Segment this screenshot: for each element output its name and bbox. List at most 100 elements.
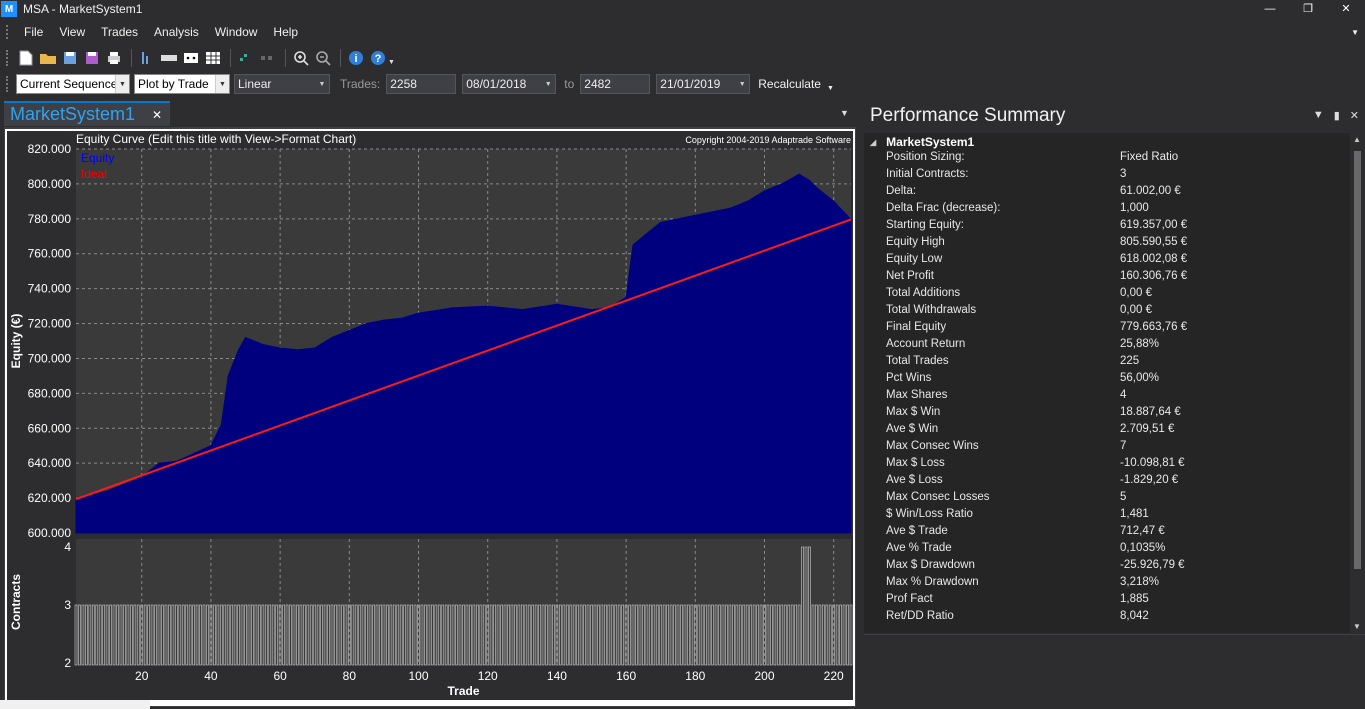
- summary-tree[interactable]: ◢ MarketSystem1 Position Sizing: Fixed Ra…: [864, 133, 1350, 633]
- summary-row[interactable]: Max % Drawdown 3,218%: [886, 576, 1346, 593]
- contracts-bar: [85, 604, 88, 666]
- summary-row[interactable]: Ret/DD Ratio 8,042: [886, 610, 1346, 627]
- vertical-scrollbar[interactable]: ▲ ▼: [1350, 133, 1365, 633]
- summary-row[interactable]: $ Win/Loss Ratio 1,481: [886, 508, 1346, 525]
- lower-y-tick-label: 2: [64, 656, 71, 670]
- summary-row[interactable]: Ave $ Trade 712,47 €: [886, 525, 1346, 542]
- contracts-bar: [123, 604, 126, 666]
- summary-row[interactable]: Total Trades 225: [886, 355, 1346, 372]
- x-tick-label: 80: [343, 669, 357, 683]
- close-icon[interactable]: ✕: [1341, 3, 1351, 15]
- menu-help[interactable]: Help: [273, 25, 299, 39]
- toolbar-overflow-icon[interactable]: ▼: [388, 58, 395, 66]
- summary-row[interactable]: Prof Fact 1,885: [886, 593, 1346, 610]
- save-all-icon[interactable]: [82, 48, 102, 68]
- print-icon[interactable]: [104, 48, 124, 68]
- zoom-out-icon[interactable]: [313, 48, 333, 68]
- tab-list-dropdown-icon[interactable]: ▼: [840, 108, 849, 118]
- summary-row[interactable]: Max $ Loss -10.098,81 €: [886, 457, 1346, 474]
- restore-icon[interactable]: ❐: [1303, 3, 1313, 15]
- scale-select[interactable]: Linear ▼: [234, 74, 330, 94]
- contracts-bar: [264, 604, 268, 666]
- summary-row-label: Equity High: [886, 236, 945, 248]
- summary-row[interactable]: Position Sizing: Fixed Ratio: [886, 151, 1346, 168]
- minimize-icon[interactable]: —: [1264, 3, 1276, 15]
- toolbar-overflow-icon[interactable]: ▼: [826, 84, 834, 92]
- contracts-bar: [143, 604, 147, 666]
- contracts-bar: [285, 604, 289, 666]
- ruler-icon[interactable]: [159, 48, 179, 68]
- scroll-up-icon[interactable]: ▲: [1353, 135, 1361, 144]
- help-icon[interactable]: ?: [368, 48, 388, 68]
- tree-root[interactable]: ◢ MarketSystem1: [870, 135, 974, 149]
- menu-window[interactable]: Window: [214, 25, 258, 39]
- contracts-bar: [475, 604, 479, 666]
- date-to-picker[interactable]: 21/01/2019 ▼: [656, 74, 751, 94]
- scrollbar-thumb[interactable]: [1354, 151, 1361, 569]
- plot-by-select[interactable]: Plot by Trade ▼: [134, 74, 230, 94]
- summary-row[interactable]: Net Profit 160.306,76 €: [886, 270, 1346, 287]
- contracts-bar: [790, 604, 794, 666]
- contracts-bar: [389, 604, 393, 666]
- summary-row[interactable]: Ave $ Loss -1.829,20 €: [886, 474, 1346, 491]
- summary-row[interactable]: Account Return 25,88%: [886, 338, 1346, 355]
- menu-overflow-icon[interactable]: ▼: [1351, 27, 1359, 37]
- tab-marketsystem1[interactable]: MarketSystem1 ✕: [4, 101, 170, 126]
- panel-menu-icon[interactable]: ▼: [1312, 109, 1324, 121]
- panel-close-icon[interactable]: ✕: [1349, 110, 1359, 122]
- summary-row[interactable]: Max Consec Wins 7: [886, 440, 1346, 457]
- date-from-picker[interactable]: 08/01/2018 ▼: [462, 74, 557, 94]
- equity-chart[interactable]: Equity Curve (Edit this title with View-…: [7, 131, 853, 700]
- contracts-bar: [437, 604, 441, 666]
- contracts-bar: [631, 604, 635, 666]
- new-file-icon[interactable]: [16, 48, 36, 68]
- summary-row[interactable]: Max $ Drawdown -25.926,79 €: [886, 559, 1346, 576]
- grid-dots-icon[interactable]: [258, 48, 278, 68]
- sequence-select[interactable]: Current Sequence ▼: [16, 74, 130, 94]
- summary-row-label: Account Return: [886, 338, 966, 350]
- contracts-bar: [728, 604, 732, 666]
- summary-row[interactable]: Ave % Trade 0,1035%: [886, 542, 1346, 559]
- zoom-in-icon[interactable]: [291, 48, 311, 68]
- summary-row[interactable]: Initial Contracts: 3: [886, 168, 1346, 185]
- save-icon[interactable]: [60, 48, 80, 68]
- pin-icon[interactable]: ▮: [1333, 110, 1340, 122]
- collapse-triangle-icon[interactable]: ◢: [870, 137, 877, 147]
- contracts-bar: [693, 604, 697, 666]
- close-tab-icon[interactable]: ✕: [151, 107, 162, 122]
- document-area: Equity Curve (Edit this title with View-…: [4, 127, 856, 707]
- summary-row[interactable]: Max Shares 4: [886, 389, 1346, 406]
- summary-row[interactable]: Delta: 61.002,00 €: [886, 185, 1346, 202]
- menu-analysis[interactable]: Analysis: [154, 25, 199, 39]
- recalculate-button[interactable]: Recalculate: [758, 77, 821, 91]
- menu-trades[interactable]: Trades: [101, 25, 139, 39]
- summary-row[interactable]: Max $ Win 18.887,64 €: [886, 406, 1346, 423]
- menu-bar: File View Trades Analysis Window Help ▼: [0, 22, 1365, 42]
- summary-row[interactable]: Max Consec Losses 5: [886, 491, 1346, 508]
- summary-row[interactable]: Total Additions 0,00 €: [886, 287, 1346, 304]
- trade-from-input[interactable]: 2258: [386, 74, 457, 94]
- summary-row[interactable]: Ave $ Win 2.709,51 €: [886, 423, 1346, 440]
- menu-file[interactable]: File: [24, 25, 44, 39]
- bar-chart-icon[interactable]: [137, 48, 157, 68]
- summary-row[interactable]: Starting Equity: 619.357,00 €: [886, 219, 1346, 236]
- open-folder-icon[interactable]: [38, 48, 58, 68]
- dice-icon[interactable]: [181, 48, 201, 68]
- table-icon[interactable]: [203, 48, 223, 68]
- summary-row[interactable]: Pct Wins 56,00%: [886, 372, 1346, 389]
- scatter-icon[interactable]: [236, 48, 256, 68]
- summary-row[interactable]: Equity High 805.590,55 €: [886, 236, 1346, 253]
- contracts-bar: [527, 604, 531, 666]
- contracts-bar: [555, 604, 559, 666]
- summary-row[interactable]: Total Withdrawals 0,00 €: [886, 304, 1346, 321]
- summary-row[interactable]: Equity Low 618.002,08 €: [886, 253, 1346, 270]
- summary-row-value: -1.829,20 €: [1120, 474, 1179, 486]
- scroll-down-icon[interactable]: ▼: [1353, 622, 1361, 631]
- summary-row[interactable]: Final Equity 779.663,76 €: [886, 321, 1346, 338]
- contracts-bar: [469, 604, 472, 666]
- menu-view[interactable]: View: [59, 25, 86, 39]
- info-icon[interactable]: i: [346, 48, 366, 68]
- summary-row[interactable]: Delta Frac (decrease): 1,000: [886, 202, 1346, 219]
- trade-to-input[interactable]: 2482: [580, 74, 651, 94]
- summary-row-value: 61.002,00 €: [1120, 185, 1181, 197]
